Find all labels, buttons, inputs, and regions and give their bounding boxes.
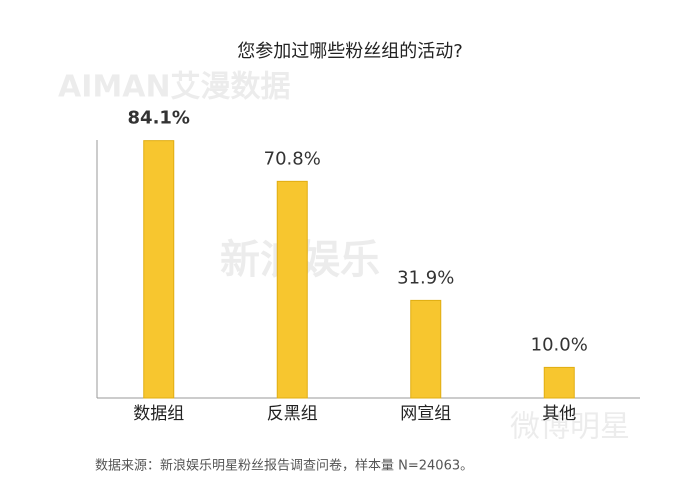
value-label: 84.1% xyxy=(128,108,190,129)
bar xyxy=(143,140,175,399)
watermark: AIMAN艾漫数据 xyxy=(58,70,291,105)
chart-title: 您参加过哪些粉丝组的活动? xyxy=(237,41,463,62)
watermark: 微博明星 xyxy=(510,410,630,445)
value-label: 70.8% xyxy=(264,148,321,169)
bar xyxy=(543,366,575,399)
x-tick-label: 其他 xyxy=(542,404,576,424)
x-tick-label: 反黑组 xyxy=(267,404,318,424)
x-tick-label: 数据组 xyxy=(133,404,184,424)
source-note: 数据来源：新浪娱乐明星粉丝报告调查问卷，样本量 N=24063。 xyxy=(95,458,473,474)
x-tick-label: 网宣组 xyxy=(400,404,451,424)
bar xyxy=(276,180,308,399)
bar xyxy=(410,299,442,399)
value-label: 10.0% xyxy=(531,334,588,355)
value-label: 31.9% xyxy=(397,267,454,288)
